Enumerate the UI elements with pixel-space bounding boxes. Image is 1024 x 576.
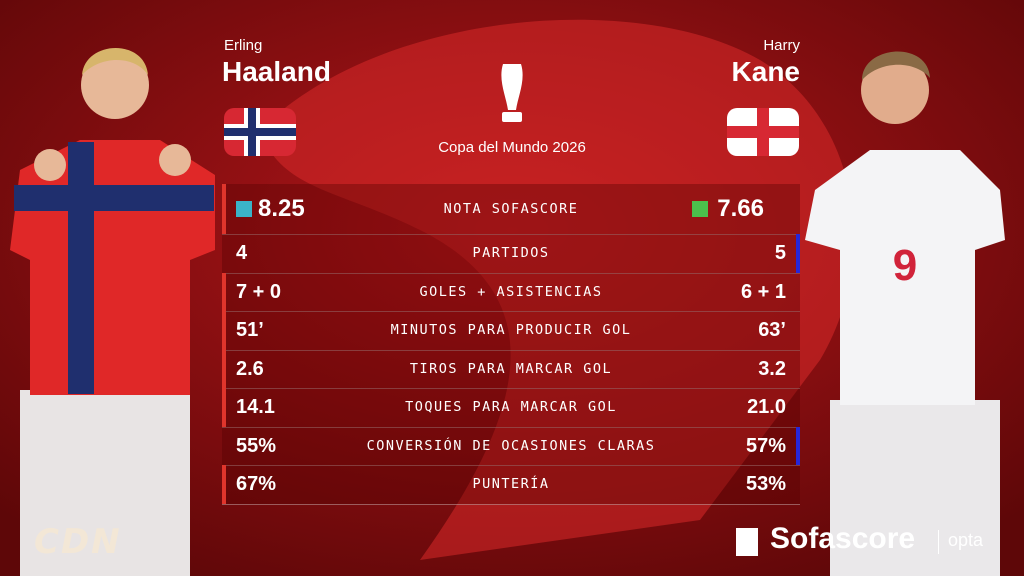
right-rating-badge [692,201,708,217]
better-marker [222,272,226,311]
left-player-figure [10,47,215,576]
right-value: 57% [745,434,786,457]
better-marker [222,465,226,504]
logo-divider [938,530,939,554]
left-value: 51’ [236,319,264,341]
left-value: 8.25 [258,195,305,222]
right-value: 53% [745,473,786,495]
right-player-figure: 9 [805,51,1005,576]
right-value: 21.0 [747,396,786,418]
stat-label: TIROS PARA MARCAR GOL [409,360,613,377]
stat-row: 7 + 0 6 + 1 GOLES + ASISTENCIAS [222,272,800,312]
better-marker [222,184,226,234]
england-flag [727,108,799,156]
stat-label: CONVERSIÓN DE OCASIONES CLARAS [366,437,656,454]
opta-logo: opta [948,530,984,550]
left-value: 67% [236,473,277,495]
stat-row: 67% 53% PUNTERÍA [222,465,800,505]
stat-row: 4 5 PARTIDOS [222,234,800,274]
stat-label: TOQUES PARA MARCAR GOL [405,399,617,415]
stat-label: GOLES + ASISTENCIAS [419,283,603,300]
stat-label: NOTA SOFASCORE [443,201,579,217]
trophy-icon [501,64,523,122]
left-rating-badge [236,201,252,217]
left-value: 55% [236,434,277,457]
sofascore-icon [736,528,758,556]
stat-row: 8.25 7.66 NOTA SOFASCORE [222,184,800,235]
competition: Copa del Mundo 2026 [438,139,586,156]
left-value: 7 + 0 [236,280,282,303]
left-value: 4 [236,242,248,264]
stat-label: PUNTERÍA [472,476,550,492]
right-last-name: Kane [731,56,800,87]
right-first-name: Harry [763,37,800,54]
stat-label: PARTIDOS [472,245,550,261]
right-value: 63’ [758,319,786,341]
norway-flag [224,108,296,156]
left-value: 2.6 [236,357,264,380]
stat-row: 51’ 63’ MINUTOS PARA PRODUCIR GOL [222,311,800,351]
stat-row: 55% 57% CONVERSIÓN DE OCASIONES CLARAS [222,426,800,466]
better-marker [222,349,226,388]
better-marker [796,426,800,465]
left-last-name: Haaland [222,56,331,87]
stat-row: 14.1 21.0 TOQUES PARA MARCAR GOL [222,388,800,428]
cdn-logo: CDN [34,522,122,562]
better-marker [796,234,800,273]
stat-label: MINUTOS PARA PRODUCIR GOL [390,322,632,338]
sofascore-logo: Sofascore [770,522,916,555]
right-value: 6 + 1 [740,280,786,303]
better-marker [222,311,226,350]
left-first-name: Erling [224,37,263,54]
svg-text:9: 9 [893,241,917,290]
stat-row: 2.6 3.2 TIROS PARA MARCAR GOL [222,349,800,389]
right-value: 3.2 [758,357,786,380]
right-value: 5 [774,242,786,264]
right-value: 7.66 [717,195,764,222]
better-marker [222,388,226,427]
left-value: 14.1 [236,396,275,418]
